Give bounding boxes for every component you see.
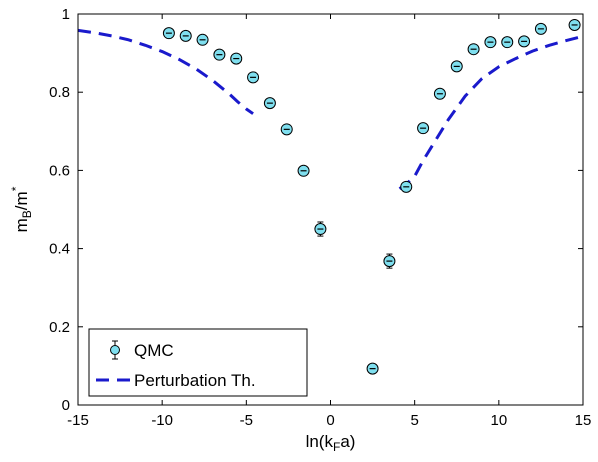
qmc-point <box>314 221 327 237</box>
qmc-point <box>247 71 260 84</box>
plot-area <box>77 18 584 375</box>
qmc-point <box>568 18 581 31</box>
qmc-point <box>280 123 293 136</box>
legend-label-qmc: QMC <box>134 341 174 360</box>
x-tick-label: -5 <box>240 412 253 429</box>
y-tick-label: 0.8 <box>49 84 70 101</box>
qmc-point <box>400 180 413 193</box>
x-axis-label: ln(kFa) <box>306 432 356 454</box>
qmc-point <box>196 33 209 46</box>
qmc-point <box>534 22 547 35</box>
y-tick-label: 0.2 <box>49 319 70 336</box>
legend: QMC Perturbation Th. <box>88 328 308 397</box>
qmc-point <box>484 36 497 49</box>
legend-label-perturbation: Perturbation Th. <box>134 371 256 390</box>
x-tick-label: 10 <box>490 412 507 429</box>
qmc-point <box>263 97 276 110</box>
qmc-point <box>417 122 430 135</box>
qmc-point <box>366 362 379 375</box>
x-tick-label: 0 <box>326 412 334 429</box>
qmc-point <box>297 164 310 177</box>
x-tick-label: 15 <box>575 412 592 429</box>
qmc-point <box>383 253 396 269</box>
qmc-point <box>213 48 226 61</box>
y-axis-label: mB/m* <box>9 186 34 232</box>
legend-box <box>88 328 308 397</box>
qmc-point <box>467 43 480 56</box>
legend-qmc-marker <box>110 340 120 360</box>
qmc-point <box>501 36 514 49</box>
qmc-point <box>450 60 463 73</box>
y-tick-label: 0 <box>62 397 70 414</box>
perturbation-curve <box>77 28 254 115</box>
y-tick-label: 1 <box>62 6 70 23</box>
qmc-point <box>230 52 243 65</box>
qmc-point <box>518 35 531 48</box>
ticks: -15 -10 -5 0 5 10 15 0 0.2 0.4 0.6 0.8 1 <box>49 6 591 429</box>
perturbation-curve <box>398 34 584 191</box>
x-tick-label: -10 <box>151 412 173 429</box>
qmc-point <box>433 87 446 100</box>
y-tick-label: 0.4 <box>49 241 70 258</box>
x-tick-label: 5 <box>410 412 418 429</box>
qmc-point <box>179 29 192 42</box>
y-tick-label: 0.6 <box>49 162 70 179</box>
qmc-point <box>162 27 175 40</box>
x-tick-label: -15 <box>67 412 89 429</box>
